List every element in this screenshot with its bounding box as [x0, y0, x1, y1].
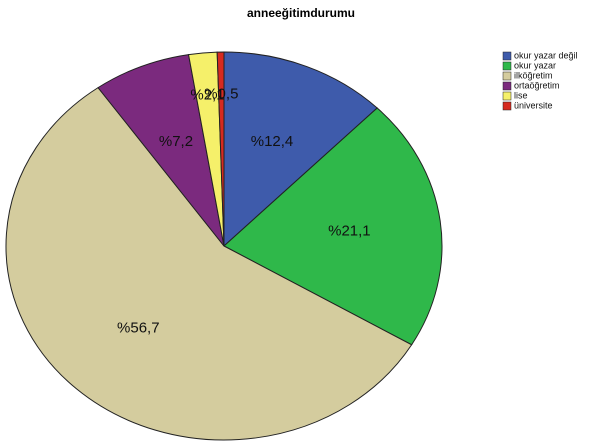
data-label: %21,1 — [328, 223, 371, 240]
pie-slice — [5, 86, 413, 441]
data-label: %7,2 — [159, 133, 193, 150]
legend-swatch — [502, 91, 512, 101]
pie-slice — [97, 54, 225, 247]
pie-slice — [223, 51, 378, 248]
legend-label: ilköğretim — [514, 70, 553, 80]
legend-label: üniversite — [514, 100, 553, 110]
legend-label: lise — [514, 90, 528, 100]
legend-label: okur yazar — [514, 60, 556, 70]
legend-label: ortaöğretim — [514, 80, 560, 90]
data-label: %0,5 — [204, 86, 238, 103]
legend-swatch — [502, 81, 512, 91]
legend-swatch — [502, 61, 512, 71]
legend-swatch — [502, 71, 512, 81]
legend-swatch — [502, 51, 512, 61]
legend-swatch — [502, 101, 512, 111]
data-label: %2,1 — [190, 86, 224, 103]
pie-slice — [216, 51, 225, 247]
pie-slice — [223, 107, 443, 346]
chart-title: anneeğitimdurumu — [247, 6, 355, 20]
data-label: %12,4 — [251, 133, 294, 150]
data-label: %56,7 — [117, 320, 160, 337]
legend-label: okur yazar değil — [514, 50, 578, 60]
